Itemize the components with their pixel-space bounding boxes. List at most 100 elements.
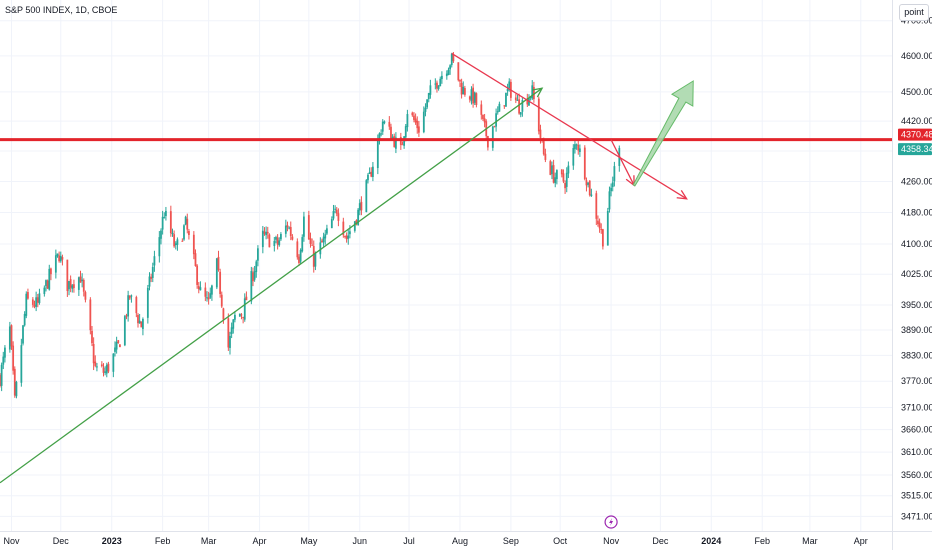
candle xyxy=(146,284,149,324)
candle xyxy=(181,238,184,242)
candle xyxy=(403,136,406,149)
candle-body xyxy=(608,191,611,210)
candle-body xyxy=(480,104,483,115)
candle xyxy=(342,217,345,238)
candle-body xyxy=(12,345,15,371)
candle-body xyxy=(307,215,310,240)
candle xyxy=(289,221,292,241)
candle-body xyxy=(401,144,404,146)
candle xyxy=(457,62,460,82)
grid xyxy=(0,0,892,531)
candle xyxy=(567,161,570,179)
candle xyxy=(495,108,498,132)
candle-body xyxy=(183,225,185,240)
candle xyxy=(380,129,383,137)
candle-body xyxy=(194,253,197,267)
candle xyxy=(505,92,507,107)
candle-body xyxy=(532,87,535,100)
candle xyxy=(232,318,235,334)
candle xyxy=(411,111,414,117)
candle xyxy=(406,109,409,132)
candle xyxy=(45,279,47,292)
candle xyxy=(585,177,588,192)
candle xyxy=(554,172,557,188)
candle xyxy=(460,78,463,99)
candle-body xyxy=(516,99,519,101)
candle-body xyxy=(493,126,496,128)
candle xyxy=(334,205,337,214)
candle-body xyxy=(597,220,599,225)
candle-body xyxy=(491,126,494,148)
candle xyxy=(475,92,478,108)
candle-body xyxy=(416,120,419,129)
candle-body xyxy=(413,115,415,120)
candle xyxy=(209,287,212,299)
candle-body xyxy=(209,293,212,298)
price-tick-label: 3890.00 xyxy=(901,325,932,335)
candle-body xyxy=(4,347,6,358)
candle-body xyxy=(211,285,213,295)
scale-mode-button[interactable]: point xyxy=(899,4,929,21)
candle-body xyxy=(174,243,177,246)
candle-body xyxy=(176,239,179,245)
candle-body xyxy=(577,144,580,151)
candle-body xyxy=(232,319,235,329)
candle-body xyxy=(590,194,593,196)
candle-body xyxy=(92,343,95,364)
candle-body xyxy=(606,210,609,246)
candle xyxy=(590,188,593,197)
candle-body xyxy=(265,231,268,236)
candle-body xyxy=(273,240,276,247)
candle-body xyxy=(204,287,207,297)
candle-body xyxy=(135,297,138,314)
candle xyxy=(424,103,427,117)
candle xyxy=(275,235,277,244)
candle-body xyxy=(22,325,24,344)
candle-body xyxy=(555,170,558,180)
candle-body xyxy=(222,308,225,320)
candle xyxy=(261,225,264,254)
candle-body xyxy=(48,268,51,290)
candle-body xyxy=(360,201,363,211)
candle xyxy=(69,275,72,293)
candle xyxy=(123,314,126,347)
candle xyxy=(565,167,568,193)
candle xyxy=(597,215,599,227)
lightning-icon[interactable] xyxy=(604,515,618,529)
candle xyxy=(422,106,425,134)
candle-body xyxy=(117,340,120,343)
price-label-text: 4370.48 xyxy=(901,130,932,140)
candle xyxy=(13,366,16,398)
candle xyxy=(188,228,190,240)
candle xyxy=(81,273,84,288)
candle xyxy=(459,79,461,87)
candle xyxy=(71,283,74,293)
candle-body xyxy=(199,287,202,291)
candle xyxy=(137,313,139,328)
candle xyxy=(56,253,59,258)
candle-body xyxy=(414,118,417,123)
time-tick-label: Aug xyxy=(452,536,468,546)
candle-body xyxy=(298,256,300,263)
candle xyxy=(96,362,98,372)
candle xyxy=(105,362,108,378)
candle-body xyxy=(220,294,223,307)
candle-body xyxy=(165,210,167,217)
candle xyxy=(414,113,417,125)
price-tick-label: 3710.00 xyxy=(901,402,932,412)
candle xyxy=(521,97,524,117)
price-tick-label: 3560.00 xyxy=(901,470,932,480)
candle xyxy=(537,96,540,135)
candle-body xyxy=(462,86,465,95)
candle xyxy=(326,224,328,235)
candle-body xyxy=(508,81,511,89)
candle xyxy=(437,85,440,91)
candle-body xyxy=(578,148,581,152)
candle-body xyxy=(330,219,333,229)
candle xyxy=(43,285,46,297)
time-tick-label: Sep xyxy=(503,536,519,546)
candle xyxy=(194,249,197,267)
candle-body xyxy=(81,279,84,282)
candle-body xyxy=(321,240,323,243)
